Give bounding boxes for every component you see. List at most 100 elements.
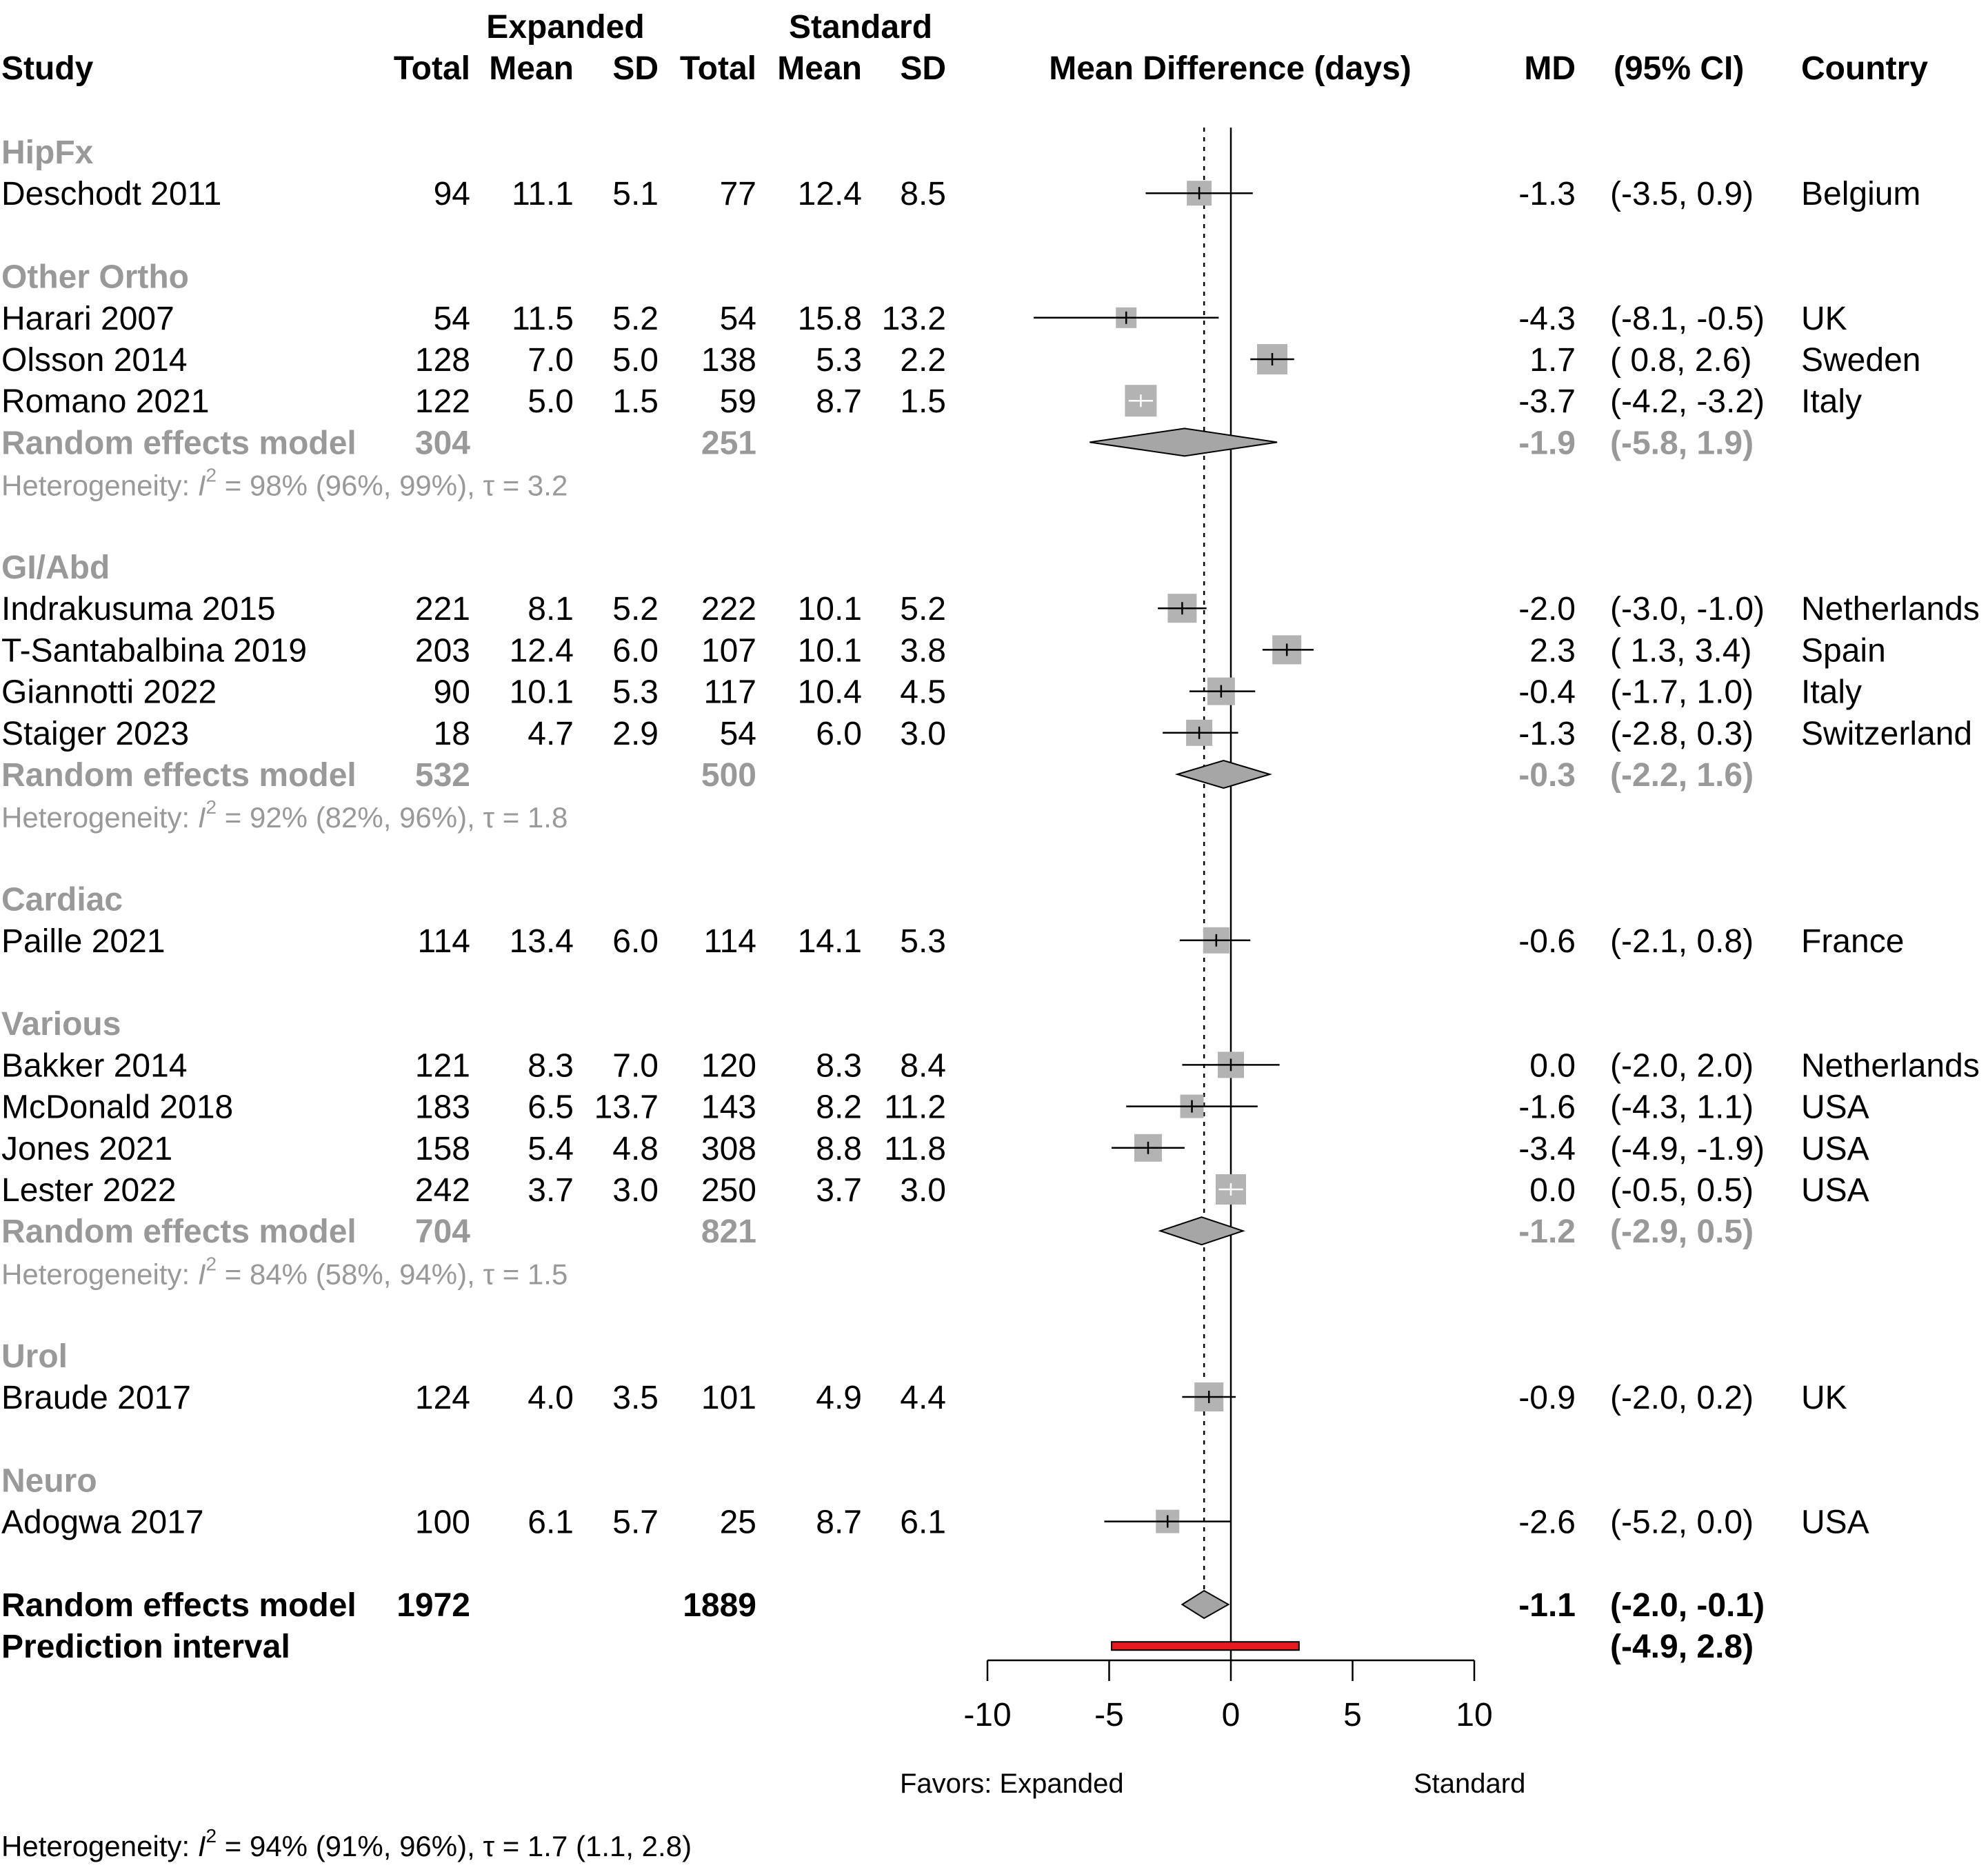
- ci-value: (-2.0, 0.2): [1610, 1380, 1754, 1416]
- standard-total: 222: [701, 591, 756, 627]
- md-value: -3.7: [1518, 383, 1576, 420]
- standard-mean: 4.9: [816, 1380, 862, 1416]
- standard-total: 251: [701, 425, 756, 461]
- expanded-sd: 1.5: [612, 383, 659, 420]
- expanded-sd: 7.0: [612, 1047, 659, 1084]
- country: Netherlands: [1801, 1047, 1980, 1084]
- standard-sd: 11.8: [884, 1131, 946, 1167]
- expanded-sd: 5.0: [612, 342, 659, 379]
- standard-mean: 14.1: [798, 923, 862, 960]
- subgroup-label: HipFx: [1, 134, 94, 171]
- country: Italy: [1801, 674, 1862, 711]
- expanded-mean: 5.4: [528, 1131, 574, 1167]
- standard-mean: 8.2: [816, 1089, 862, 1126]
- ci-value: (-2.9, 0.5): [1610, 1214, 1754, 1250]
- country: Belgium: [1801, 176, 1920, 212]
- ci-value: (-1.7, 1.0): [1610, 674, 1754, 711]
- expanded-mean: 11.1: [512, 176, 574, 212]
- country: Italy: [1801, 383, 1862, 420]
- study-name: T-Santabalbina 2019: [1, 632, 307, 669]
- expanded-sd: 6.0: [612, 632, 659, 669]
- study-name: McDonald 2018: [1, 1089, 233, 1126]
- expanded-total: 94: [434, 176, 470, 212]
- expanded-mean: 8.1: [528, 591, 574, 627]
- standard-mean: 10.4: [798, 674, 862, 711]
- expanded-sd: 3.0: [612, 1172, 659, 1209]
- md-value: -0.3: [1518, 757, 1576, 794]
- overall-diamond: [1181, 1589, 1230, 1620]
- expanded-sd: 5.2: [612, 301, 659, 337]
- header-study: Study: [1, 50, 94, 87]
- random-effects-label: Random effects model: [1, 757, 357, 794]
- standard-total: 143: [701, 1089, 756, 1126]
- standard-sd: 13.2: [882, 301, 946, 337]
- country: France: [1801, 923, 1904, 960]
- study-name: Giannotti 2022: [1, 674, 217, 711]
- standard-total: 120: [701, 1047, 756, 1084]
- expanded-sd: 5.1: [612, 176, 659, 212]
- md-value: -1.9: [1518, 425, 1576, 461]
- standard-sd: 8.5: [900, 176, 946, 212]
- standard-sd: 6.1: [900, 1504, 946, 1541]
- study-name: Deschodt 2011: [1, 176, 221, 212]
- ci-value: (-4.9, -1.9): [1610, 1131, 1765, 1167]
- header-c-total: Total: [680, 50, 756, 87]
- prediction-ci: (-4.9, 2.8): [1610, 1629, 1754, 1665]
- subgroup-heterogeneity: Heterogeneity: I2 = 92% (82%, 96%), τ = …: [1, 796, 568, 834]
- ci-value: (-2.2, 1.6): [1610, 757, 1754, 794]
- expanded-total: 221: [415, 591, 470, 627]
- header-e-mean: Mean: [489, 50, 574, 87]
- standard-sd: 5.2: [900, 591, 946, 627]
- study-name: Jones 2021: [1, 1131, 172, 1167]
- plot-area: -10 -5 0 5 10: [963, 128, 1493, 1733]
- ci-value: (-2.1, 0.8): [1610, 923, 1754, 960]
- x-tick-label: -10: [963, 1697, 1011, 1733]
- md-value: -0.6: [1518, 923, 1576, 960]
- ci-value: (-2.0, 2.0): [1610, 1047, 1754, 1084]
- study-name: Lester 2022: [1, 1172, 177, 1209]
- subgroup-diamond: [1158, 1216, 1245, 1246]
- expanded-sd: 4.8: [612, 1131, 659, 1167]
- expanded-mean: 12.4: [510, 632, 574, 669]
- standard-mean: 8.3: [816, 1047, 862, 1084]
- md-value: -0.4: [1518, 674, 1576, 711]
- study-name: Romano 2021: [1, 383, 210, 420]
- md-value: -3.4: [1518, 1131, 1576, 1167]
- standard-total: 1889: [683, 1587, 756, 1624]
- ci-value: (-4.2, -3.2): [1610, 383, 1765, 420]
- standard-sd: 1.5: [900, 383, 946, 420]
- ci-value: (-2.0, -0.1): [1610, 1587, 1765, 1624]
- standard-mean: 3.7: [816, 1172, 862, 1209]
- expanded-sd: 13.7: [594, 1089, 659, 1126]
- md-value: -2.6: [1518, 1504, 1576, 1541]
- standard-mean: 5.3: [816, 342, 862, 379]
- expanded-mean: 4.0: [528, 1380, 574, 1416]
- country: USA: [1801, 1504, 1869, 1541]
- x-tick-label: 0: [1222, 1697, 1241, 1733]
- expanded-mean: 5.0: [528, 383, 574, 420]
- expanded-total: 183: [415, 1089, 470, 1126]
- header-md: MD: [1524, 50, 1576, 87]
- study-name: Harari 2007: [1, 301, 174, 337]
- x-tick-label: -5: [1094, 1697, 1124, 1733]
- standard-total: 250: [701, 1172, 756, 1209]
- standard-sd: 3.8: [900, 632, 946, 669]
- expanded-mean: 7.0: [528, 342, 574, 379]
- expanded-mean: 10.1: [510, 674, 574, 711]
- subgroup-label: Other Ortho: [1, 259, 189, 296]
- ci-value: (-8.1, -0.5): [1610, 301, 1765, 337]
- standard-total: 500: [701, 757, 756, 794]
- rows: HipFx Deschodt 2011 94 11.1 5.1 77 12.4 8.5 -1.3…: [1, 134, 1980, 1665]
- subgroup-label: GI/Abd: [1, 550, 110, 586]
- expanded-sd: 5.3: [612, 674, 659, 711]
- standard-sd: 8.4: [900, 1047, 946, 1084]
- expanded-sd: 6.0: [612, 923, 659, 960]
- study-name: Braude 2017: [1, 1380, 191, 1416]
- standard-sd: 4.5: [900, 674, 946, 711]
- standard-sd: 3.0: [900, 716, 946, 752]
- expanded-total: 158: [415, 1131, 470, 1167]
- standard-mean: 6.0: [816, 716, 862, 752]
- header-ci: (95% CI): [1614, 50, 1744, 87]
- subgroup-label: Various: [1, 1006, 121, 1043]
- expanded-mean: 13.4: [510, 923, 574, 960]
